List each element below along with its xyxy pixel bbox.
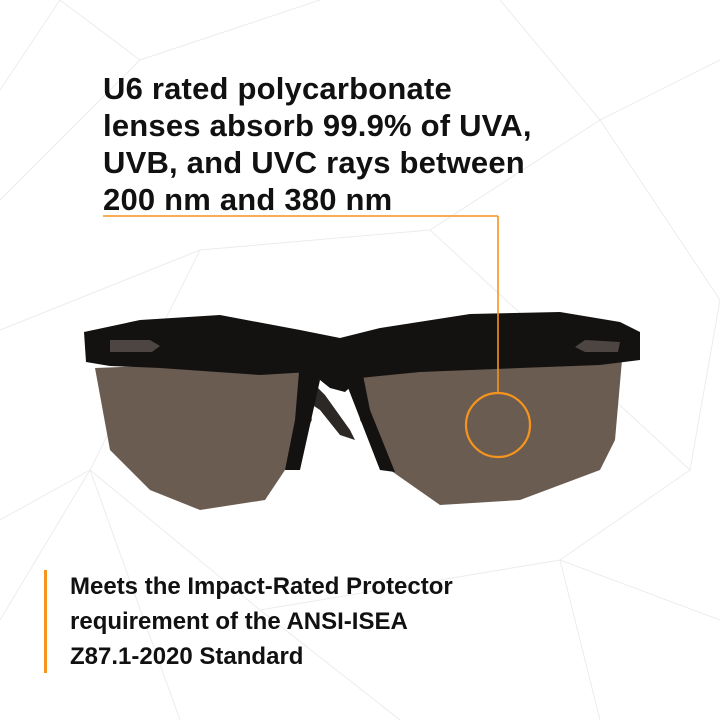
accent-bar xyxy=(44,570,47,673)
headline-uv-protection: U6 rated polycarbonate lenses absorb 99.… xyxy=(103,70,532,218)
headline-line: UVB, and UVC rays between xyxy=(103,145,525,180)
callout-leader xyxy=(103,215,532,459)
frame-vent-left xyxy=(110,340,160,352)
footer-ansi-standard: Meets the Impact-Rated Protector require… xyxy=(70,569,453,674)
footer-line: Meets the Impact-Rated Protector xyxy=(70,573,453,600)
frame-bridge xyxy=(345,360,395,472)
footer-line: requirement of the ANSI-ISEA xyxy=(70,608,408,635)
headline-line: lenses absorb 99.9% of UVA, xyxy=(103,108,532,143)
footer-line: Z87.1-2020 Standard xyxy=(70,643,304,670)
left-lens xyxy=(95,360,312,510)
frame xyxy=(84,312,640,392)
frame-bridge xyxy=(285,360,320,470)
right-lens xyxy=(355,360,622,505)
frame-vent-right xyxy=(575,340,620,352)
headline-line: U6 rated polycarbonate xyxy=(103,71,452,106)
headline-line: 200 nm and 380 nm xyxy=(103,182,393,217)
nose-pad xyxy=(305,380,355,440)
